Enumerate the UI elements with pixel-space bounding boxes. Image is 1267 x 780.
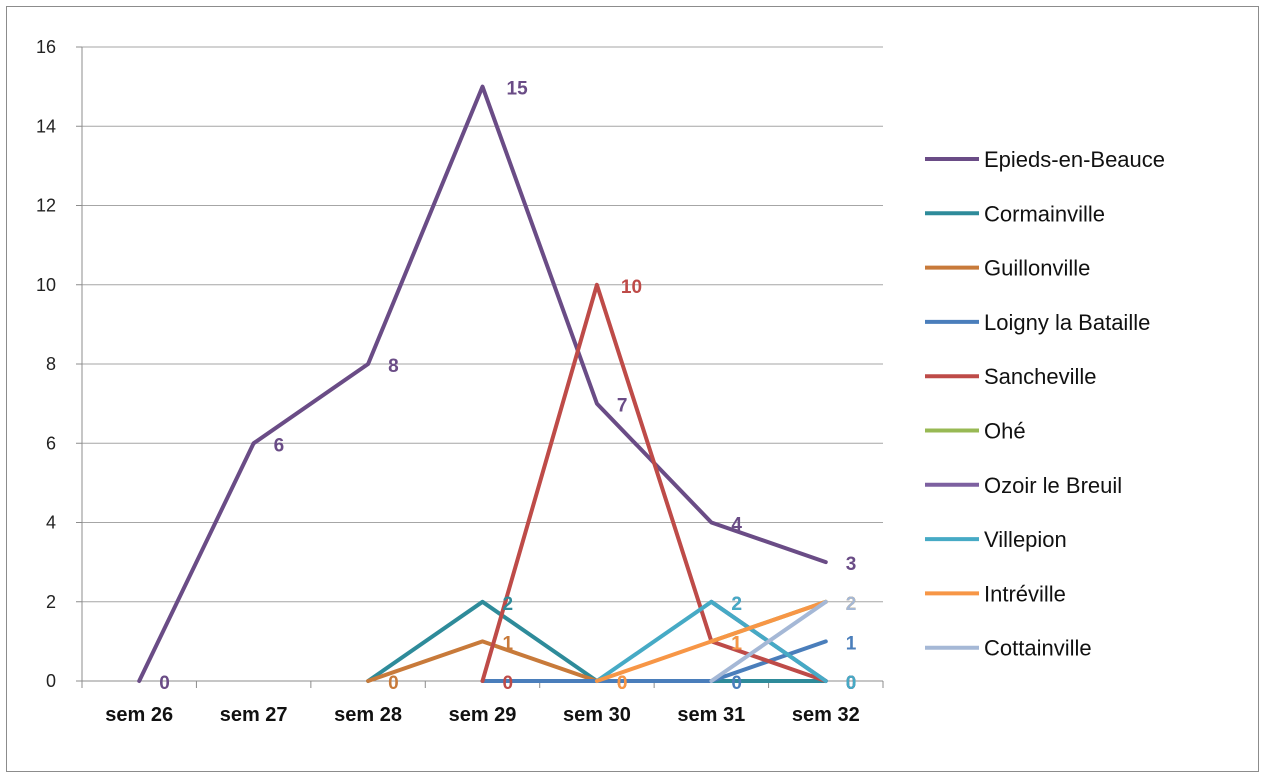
legend-entry: Cormainville [925,201,1105,226]
data-label: 2 [846,594,857,615]
y-axis: 0 2 4 6 8 10 12 14 16 [36,37,83,691]
y-tick-label: 14 [36,116,56,136]
legend-label: Intréville [984,581,1066,606]
data-label: 0 [846,673,857,694]
x-axis: sem 26 sem 27 sem 28 sem 29 sem 30 sem 31 sem … [81,680,884,726]
data-label: 0 [388,673,399,694]
data-label: 15 [507,79,529,100]
series-line-2 [366,639,599,683]
y-tick-label: 16 [36,37,56,57]
data-label: 3 [846,554,857,575]
series-line-0 [137,84,828,683]
data-label: 1 [731,633,742,654]
y-tick-label: 0 [46,671,56,691]
data-label: 10 [621,277,642,298]
legend-entry: Guillonville [925,256,1090,281]
legend-entry: Cottainville [925,636,1092,661]
y-tick-label: 4 [46,513,56,533]
series-lines [137,84,828,683]
data-label: 4 [731,515,742,536]
chart-frame [6,6,1259,772]
data-label: 0 [159,673,170,694]
data-label: 1 [731,633,742,654]
data-label: 0 [617,673,628,694]
legend-label: Loigny la Bataille [984,310,1150,335]
x-tick-label: sem 28 [334,704,402,726]
x-tick-label: sem 30 [563,704,631,726]
data-label: 2 [503,594,514,615]
data-label: 2 [731,594,742,615]
y-tick-label: 8 [46,354,56,374]
data-label: 7 [617,396,628,417]
x-tick-label: sem 29 [449,704,517,726]
x-tick-label: sem 26 [105,704,173,726]
legend-label: Cottainville [984,636,1092,661]
data-label: 0 [617,673,628,694]
series-line-8 [594,599,828,683]
data-label: 0 [503,673,514,694]
series-line-1 [366,599,828,683]
legend-entry: Intréville [925,581,1066,606]
data-label: 2 [846,594,857,615]
gridlines [82,46,883,603]
data-label: 1 [846,633,857,654]
y-tick-label: 12 [36,196,56,216]
x-tick-label: sem 32 [792,704,860,726]
data-label: 2 [731,594,742,615]
legend-entry: Ozoir le Breuil [925,473,1122,498]
legend-label: Guillonville [984,256,1090,281]
data-label: 6 [274,435,285,456]
x-tick-label: sem 31 [677,704,745,726]
data-label: 1 [503,633,514,654]
series-line-9 [709,599,828,683]
legend-entry: Loigny la Bataille [925,310,1150,335]
legend: Epieds-en-Beauce Cormainville Guillonville… [925,147,1165,661]
series-line-4 [480,282,828,683]
legend-label: Cormainville [984,201,1105,226]
legend-entry: Villepion [925,527,1067,552]
x-tick-label: sem 27 [220,704,288,726]
legend-entry: Sancheville [925,364,1097,389]
legend-label: Ozoir le Breuil [984,473,1122,498]
data-label: 8 [388,356,399,377]
data-label: 1 [731,633,742,654]
legend-label: Sancheville [984,364,1097,389]
legend-label: Ohé [984,419,1026,444]
legend-entry: Epieds-en-Beauce [925,147,1165,172]
y-tick-label: 10 [36,275,56,295]
legend-label: Epieds-en-Beauce [984,147,1165,172]
legend-label: Villepion [984,527,1067,552]
y-tick-label: 2 [46,592,56,612]
data-label: 0 [846,673,857,694]
data-label: 0 [846,673,857,694]
data-label: 2 [846,594,857,615]
data-label: 0 [731,673,742,694]
legend-entry: Ohé [925,419,1026,444]
y-tick-label: 6 [46,433,56,453]
series-line-7 [594,599,828,683]
data-label: 0 [846,673,857,694]
